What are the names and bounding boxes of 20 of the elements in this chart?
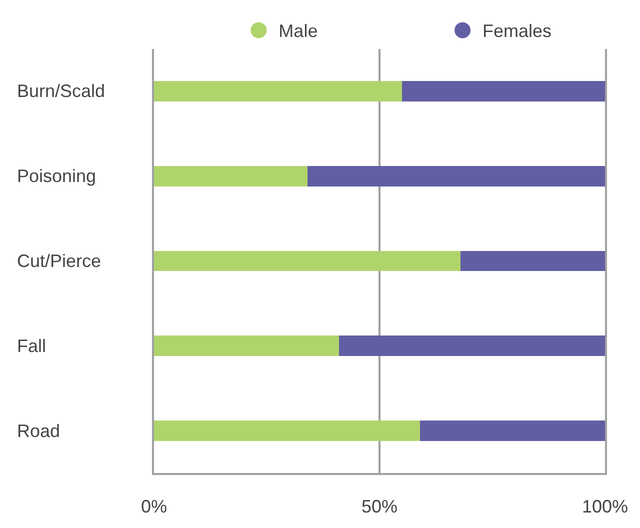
- bar: [154, 336, 339, 356]
- legend-label: Male: [278, 21, 318, 42]
- y-tick-label: Cut/Pierce: [17, 251, 102, 271]
- bar: [154, 81, 402, 102]
- x-tick-label: 50%: [361, 496, 398, 516]
- bar: [154, 420, 420, 441]
- x-tick-label: 0%: [140, 496, 168, 516]
- bar: [154, 250, 461, 272]
- y-tick-label: Poisoning: [17, 166, 96, 186]
- y-tick-label: Road: [17, 421, 60, 441]
- legend-label: Females: [482, 21, 552, 42]
- y-tick-label: Burn/Scald: [17, 81, 106, 101]
- bar: [460, 250, 605, 272]
- bar: [402, 81, 605, 102]
- bar: [338, 336, 605, 356]
- y-tick-label: Fall: [17, 336, 46, 356]
- x-tick-label: 100%: [582, 496, 628, 516]
- bar: [154, 166, 308, 186]
- bar: [307, 166, 605, 186]
- bar: [420, 420, 605, 441]
